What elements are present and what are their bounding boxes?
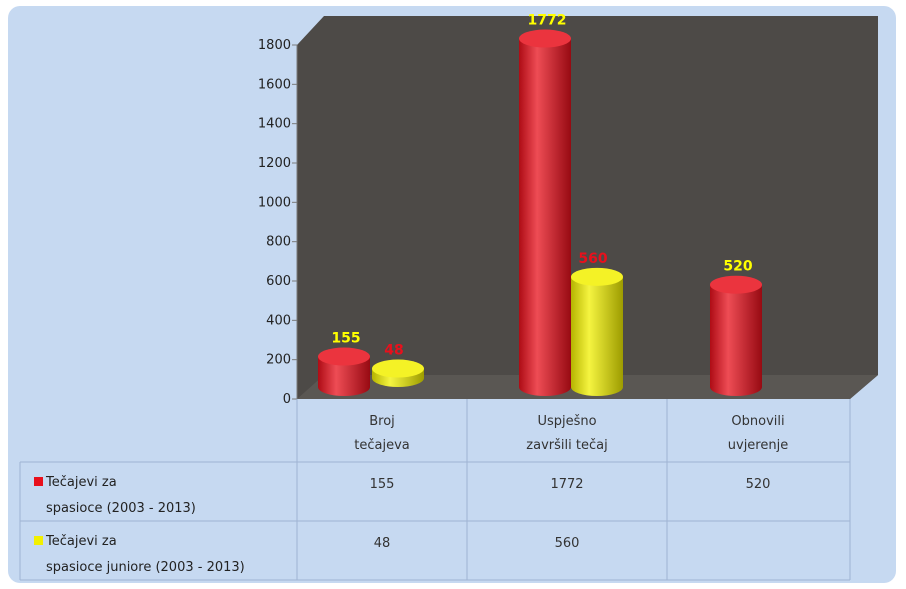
y-tick-label: 200 — [266, 353, 291, 368]
legend-label: Tečajevi za — [45, 475, 117, 490]
x-category-label: završili tečaj — [526, 438, 607, 453]
y-tick-label: 1600 — [258, 77, 291, 92]
bar[interactable] — [318, 356, 370, 396]
data-label: 48 — [384, 343, 403, 359]
legend-label: Tečajevi za — [45, 534, 117, 549]
legend-label: spasioce (2003 - 2013) — [46, 501, 196, 516]
x-category-label: tečajeva — [354, 438, 409, 453]
y-tick-label: 800 — [266, 235, 291, 250]
bar[interactable] — [519, 38, 571, 397]
y-tick-label: 1000 — [258, 195, 291, 210]
x-category-label: Uspješno — [537, 414, 596, 429]
y-tick-label: 600 — [266, 274, 291, 289]
bar-top — [519, 29, 571, 48]
bar[interactable] — [571, 276, 623, 396]
bar-top — [710, 275, 762, 294]
x-category-label: uvjerenje — [728, 438, 788, 453]
y-tick-label: 1400 — [258, 117, 291, 132]
table-cell-value: 560 — [555, 536, 580, 551]
bar[interactable] — [710, 284, 762, 396]
data-label: 155 — [331, 331, 360, 347]
legend-swatch — [34, 477, 43, 486]
legend-swatch — [34, 536, 43, 545]
y-tick-label: 400 — [266, 313, 291, 328]
legend-label: spasioce juniore (2003 - 2013) — [46, 560, 245, 575]
bar-top — [571, 267, 623, 286]
bar-top — [372, 359, 424, 378]
data-label: 520 — [723, 259, 752, 275]
table-cell-value: 48 — [374, 536, 391, 551]
x-category-label: Obnovili — [731, 414, 784, 429]
table-cell-value: 520 — [746, 477, 771, 492]
y-tick-label: 1800 — [258, 38, 291, 53]
data-label: 560 — [578, 251, 607, 267]
y-tick-label: 0 — [283, 392, 291, 407]
data-label: 1772 — [528, 13, 567, 29]
table-cell-value: 1772 — [550, 477, 583, 492]
y-tick-label: 1200 — [258, 156, 291, 171]
x-category-label: Broj — [369, 414, 395, 429]
table-cell-value: 155 — [370, 477, 395, 492]
bar-top — [318, 347, 370, 366]
